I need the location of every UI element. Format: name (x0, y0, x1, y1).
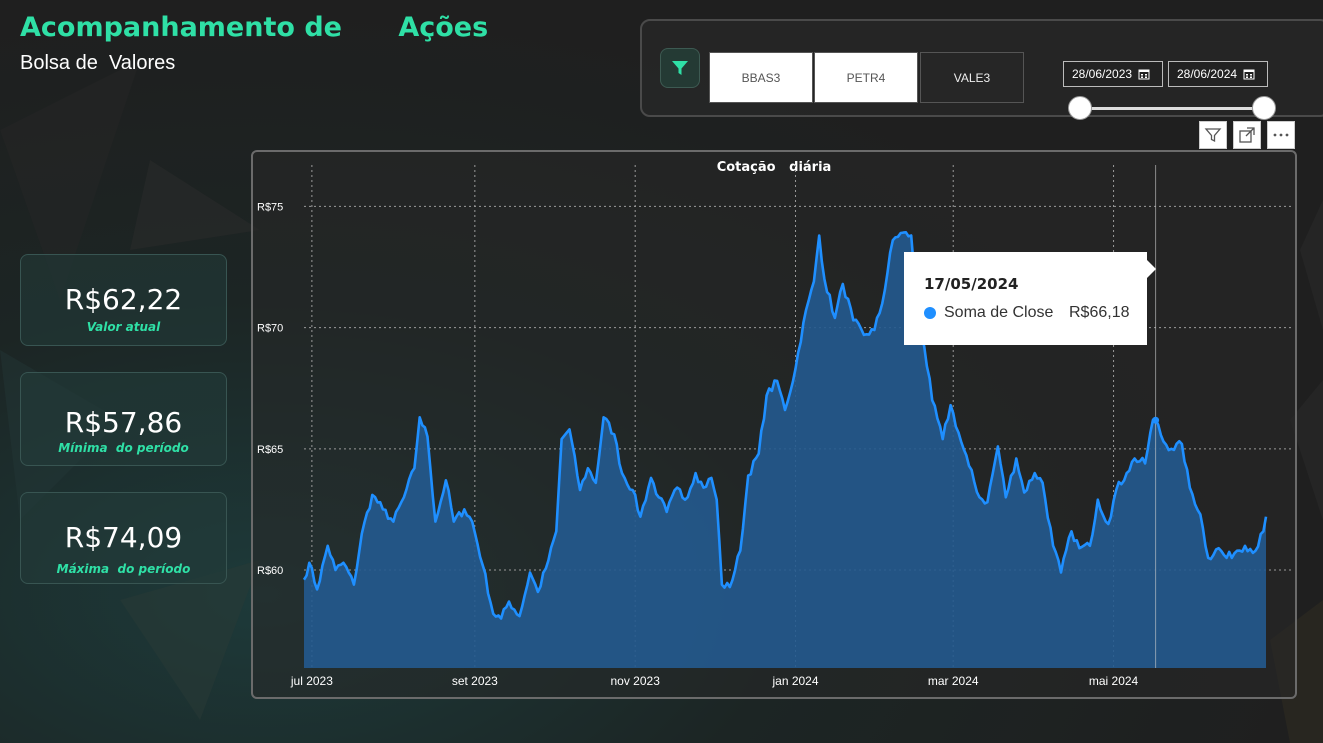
date-start-value: 28/06/2023 (1072, 67, 1133, 81)
filter-button[interactable] (660, 48, 700, 88)
filter-outline-icon (1204, 128, 1222, 143)
chart-ticks: R$60 R$65 R$70 R$75 jul 2023 set 2023 nov 2023… (257, 201, 1139, 688)
page-title: Acompanhamento de Ações (20, 12, 489, 43)
x-tick-label: nov 2023 (610, 674, 660, 688)
chart-tooltip: 17/05/2024 Soma de Close R$66,18 (904, 252, 1156, 345)
ticker-vale3[interactable]: VALE3 (920, 52, 1024, 103)
chart-title: Cotação diária (716, 160, 832, 175)
hover-point (1152, 416, 1160, 424)
calendar-icon (1243, 69, 1255, 80)
visual-filter-button[interactable] (1199, 121, 1227, 149)
kpi-label: Máxima do período (56, 562, 191, 576)
tooltip-series-dot (924, 307, 936, 319)
kpi-value: R$57,86 (64, 406, 183, 439)
chart-area-layer (302, 165, 1268, 669)
tooltip-date: 17/05/2024 (924, 275, 1019, 293)
date-range-slider-track[interactable] (1080, 107, 1264, 110)
x-tick-label: jan 2024 (771, 674, 818, 688)
x-tick-label: jul 2023 (290, 674, 333, 688)
x-tick-label: mar 2024 (928, 674, 979, 688)
more-options-icon (1273, 133, 1289, 137)
x-tick-label: set 2023 (452, 674, 498, 688)
kpi-valor-atual: R$62,22 Valor atual (20, 254, 227, 346)
date-range-end-handle[interactable] (1252, 96, 1276, 120)
kpi-value: R$74,09 (64, 521, 183, 554)
tooltip-series-name: Soma de Close (944, 304, 1054, 321)
price-series-line (302, 231, 1268, 620)
tooltip-value: R$66,18 (1069, 304, 1130, 321)
daily-price-chart[interactable]: R$60 R$65 R$70 R$75 jul 2023 set 2023 nov 2023… (251, 150, 1297, 699)
kpi-value: R$62,22 (64, 283, 183, 316)
kpi-label: Mínima do período (58, 441, 189, 455)
filter-icon (672, 61, 688, 75)
more-options-button[interactable] (1267, 121, 1295, 149)
kpi-maxima: R$74,09 Máxima do período (20, 492, 227, 584)
date-end-input[interactable]: 28/06/2024 (1168, 61, 1268, 87)
date-range-start-handle[interactable] (1068, 96, 1092, 120)
ticker-bbas3[interactable]: BBAS3 (709, 52, 813, 103)
date-start-input[interactable]: 28/06/2023 (1063, 61, 1163, 87)
page-subtitle: Bolsa de Valores (20, 52, 176, 74)
kpi-label: Valor atual (86, 320, 161, 334)
y-tick-label: R$60 (257, 565, 283, 577)
x-tick-label: mai 2024 (1089, 674, 1139, 688)
focus-mode-icon (1239, 127, 1255, 143)
y-tick-label: R$75 (257, 201, 283, 213)
calendar-icon (1138, 69, 1150, 80)
focus-mode-button[interactable] (1233, 121, 1261, 149)
y-tick-label: R$65 (257, 444, 283, 456)
date-end-value: 28/06/2024 (1177, 67, 1238, 81)
price-area-fill (304, 232, 1266, 669)
ticker-petr4[interactable]: PETR4 (814, 52, 918, 103)
kpi-minima: R$57,86 Mínima do período (20, 372, 227, 466)
y-tick-label: R$70 (257, 323, 283, 335)
